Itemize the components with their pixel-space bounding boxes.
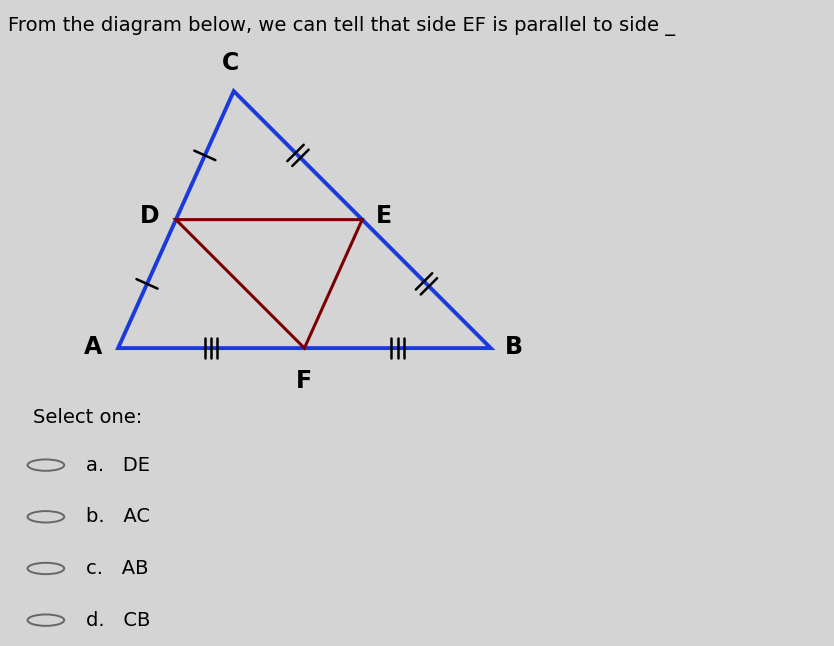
- Text: Select one:: Select one:: [33, 408, 143, 427]
- Text: a.   DE: a. DE: [86, 455, 150, 475]
- Text: b.   AC: b. AC: [86, 507, 150, 526]
- Text: A: A: [83, 335, 102, 359]
- Text: F: F: [296, 369, 313, 393]
- Text: D: D: [140, 204, 160, 229]
- Text: B: B: [505, 335, 523, 359]
- Text: c.   AB: c. AB: [86, 559, 148, 578]
- Text: C: C: [222, 51, 239, 75]
- Text: E: E: [376, 204, 393, 229]
- Text: d.   CB: d. CB: [86, 610, 150, 630]
- Text: From the diagram below, we can tell that side EF is parallel to side _: From the diagram below, we can tell that…: [8, 16, 676, 36]
